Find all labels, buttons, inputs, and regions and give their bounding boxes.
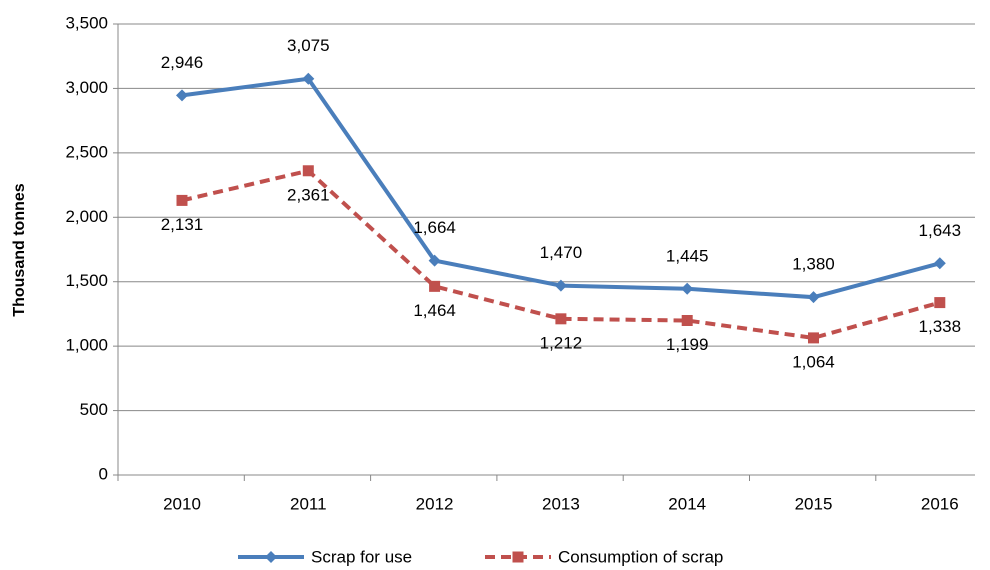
data-label: 2,361 xyxy=(287,185,330,204)
data-point xyxy=(302,72,315,85)
x-tick-label: 2016 xyxy=(921,494,959,513)
y-tick-label: 0 xyxy=(99,464,108,483)
legend-label: Scrap for use xyxy=(311,547,412,566)
legend-item: Scrap for use xyxy=(238,547,412,566)
x-tick-label: 2011 xyxy=(290,494,327,513)
x-tick-label: 2012 xyxy=(416,494,454,513)
legend-marker xyxy=(512,551,524,563)
data-label: 2,946 xyxy=(161,53,204,72)
y-tick-label: 2,000 xyxy=(65,207,108,226)
y-tick-label: 2,500 xyxy=(65,142,108,161)
data-point xyxy=(428,254,441,267)
data-label: 1,445 xyxy=(666,246,709,265)
data-label: 1,643 xyxy=(919,221,962,240)
data-point xyxy=(176,194,188,206)
data-point xyxy=(807,291,820,304)
data-label: 1,199 xyxy=(666,335,709,354)
y-tick-label: 1,500 xyxy=(65,271,108,290)
y-tick-label: 1,000 xyxy=(65,336,108,355)
data-label: 1,338 xyxy=(919,317,962,336)
data-label: 3,075 xyxy=(287,36,330,55)
y-tick-label: 3,000 xyxy=(65,78,108,97)
y-axis-title: Thousand tonnes xyxy=(11,183,28,316)
x-tick-label: 2010 xyxy=(163,494,201,513)
data-point xyxy=(554,279,567,292)
data-label: 1,380 xyxy=(792,255,835,274)
data-label: 1,064 xyxy=(792,352,835,371)
y-tick-label: 3,500 xyxy=(65,13,108,32)
data-point xyxy=(808,332,819,344)
data-label: 1,464 xyxy=(413,301,456,320)
data-point xyxy=(681,315,693,327)
data-label: 2,131 xyxy=(161,215,204,234)
y-tick-label: 500 xyxy=(80,400,108,419)
data-point xyxy=(429,280,441,292)
data-label: 1,664 xyxy=(413,218,456,237)
data-label: 1,212 xyxy=(540,333,583,352)
data-point xyxy=(934,297,946,309)
legend-label: Consumption of scrap xyxy=(558,547,723,566)
data-point xyxy=(555,313,567,325)
data-label: 1,470 xyxy=(540,243,583,262)
x-tick-label: 2015 xyxy=(795,494,833,513)
legend-marker xyxy=(265,551,277,563)
data-point xyxy=(176,89,188,102)
data-point xyxy=(933,257,946,270)
data-point xyxy=(302,165,314,177)
x-tick-label: 2014 xyxy=(668,494,706,513)
data-point xyxy=(681,282,694,295)
x-tick-label: 2013 xyxy=(542,494,580,513)
